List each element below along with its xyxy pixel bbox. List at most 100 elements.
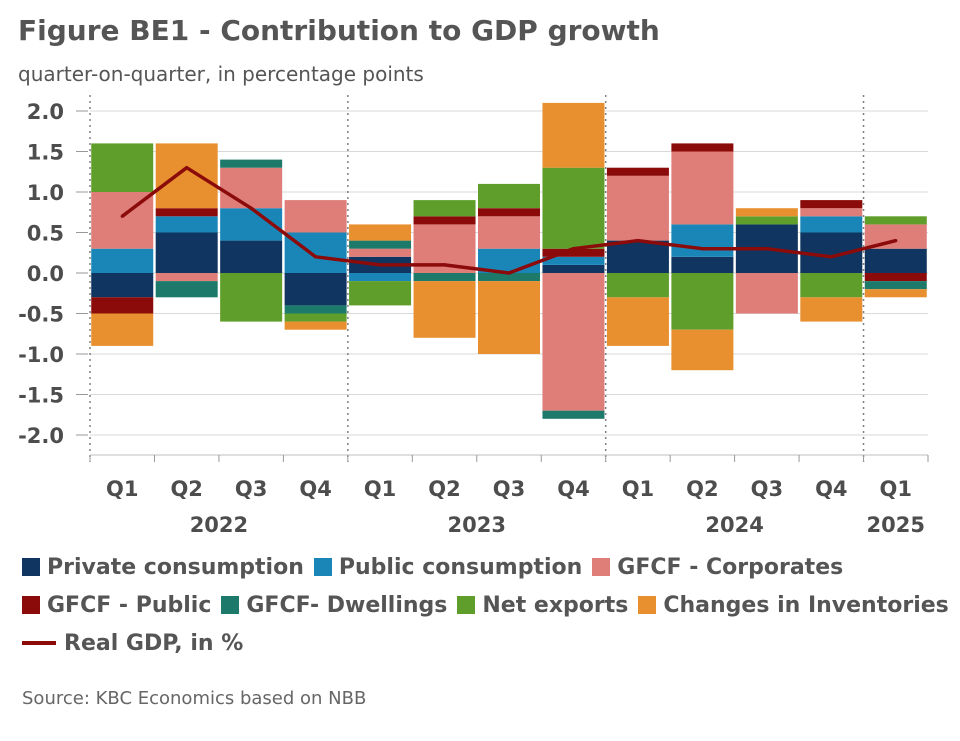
point-real-gdp — [249, 206, 253, 210]
legend-swatch-inventories — [638, 596, 657, 614]
bar-net_exports-0 — [91, 143, 154, 192]
bar-gfcf_public-7 — [542, 248, 605, 257]
point-real-gdp — [185, 166, 189, 170]
legend-item-gfcf-corporates: GFCF - Corporates — [592, 555, 843, 580]
y-tick-label: -2.0 — [18, 424, 64, 448]
x-tick-label: Q1 — [106, 477, 138, 501]
bar-gfcf_public-11 — [800, 200, 863, 209]
bar-inventories-3 — [284, 321, 347, 330]
legend-label-gfcf-corporates: GFCF - Corporates — [617, 554, 844, 580]
bar-private-3 — [284, 273, 347, 306]
bar-gfcf_public-6 — [478, 208, 540, 217]
bar-public-9 — [671, 224, 734, 257]
point-real-gdp — [894, 239, 898, 243]
point-real-gdp — [636, 239, 640, 243]
legend-swatch-public — [313, 558, 332, 576]
bar-inventories-10 — [735, 208, 798, 217]
bar-net_exports-11 — [800, 273, 863, 298]
legend-line-real-gdp — [22, 641, 56, 645]
year-label: 2024 — [705, 513, 763, 537]
legend-item-public: Public consumption — [313, 555, 582, 580]
bar-net_exports-7 — [542, 167, 605, 249]
legend-row-3: Real GDP, in % — [22, 624, 952, 662]
y-tick-label: 0.5 — [27, 222, 64, 246]
x-tick-label: Q2 — [428, 477, 460, 501]
legend-swatch-gfcf-dwellings — [221, 596, 240, 614]
source-note: Source: KBC Economics based on NBB — [22, 688, 367, 709]
bar-inventories-9 — [671, 329, 734, 371]
x-tick-label: Q2 — [170, 477, 202, 501]
bar-gfcf_corp-4 — [349, 248, 412, 257]
bar-private-8 — [606, 240, 669, 273]
legend-item-private: Private consumption — [22, 555, 304, 580]
bar-gfcf_dwell-6 — [478, 273, 540, 282]
bar-private-9 — [671, 256, 734, 273]
bar-inventories-7 — [542, 102, 605, 168]
x-tick-label: Q2 — [686, 477, 718, 501]
x-tick-label: Q3 — [493, 477, 525, 501]
bar-inventories-12 — [864, 289, 927, 298]
legend-label-private: Private consumption — [47, 554, 304, 580]
bar-private-12 — [864, 248, 927, 273]
x-tick-label: Q3 — [235, 477, 267, 501]
bar-inventories-4 — [349, 224, 412, 241]
legend-swatch-net-exports — [457, 596, 476, 614]
legend-label-net-exports: Net exports — [482, 592, 629, 618]
y-tick-label: 2.0 — [27, 100, 64, 124]
legend-item-gfcf-public: GFCF - Public — [22, 593, 211, 618]
legend-label-gfcf-dwellings: GFCF- Dwellings — [246, 592, 448, 618]
point-real-gdp — [378, 263, 382, 267]
bar-private-1 — [155, 232, 218, 273]
bar-gfcf_public-1 — [155, 208, 218, 217]
point-real-gdp — [765, 247, 769, 251]
bar-net_exports-9 — [671, 273, 734, 330]
bar-gfcf_dwell-2 — [220, 159, 283, 168]
bar-inventories-1 — [155, 143, 218, 209]
bar-public-0 — [91, 248, 154, 273]
year-label: 2025 — [867, 513, 925, 537]
legend-swatch-gfcf-corporates — [592, 558, 611, 576]
legend-item-real-gdp: Real GDP, in % — [22, 631, 243, 656]
bar-gfcf_dwell-5 — [413, 273, 476, 282]
point-real-gdp — [507, 271, 511, 275]
bar-gfcf_corp-2 — [220, 167, 283, 209]
bar-gfcf_corp-9 — [671, 151, 734, 225]
x-tick-label: Q4 — [299, 477, 331, 501]
bar-inventories-5 — [413, 281, 476, 338]
legend-row-2: GFCF - Public GFCF- Dwellings Net export… — [22, 586, 952, 624]
bar-gfcf_corp-8 — [606, 175, 669, 241]
bar-inventories-0 — [91, 313, 154, 346]
chart-legend: Private consumption Public consumption G… — [22, 548, 952, 662]
point-real-gdp — [829, 255, 833, 259]
y-tick-label: 1.5 — [27, 141, 64, 165]
bar-net_exports-4 — [349, 281, 412, 306]
point-real-gdp — [700, 247, 704, 251]
bar-net_exports-3 — [284, 313, 347, 322]
bar-gfcf_corp-6 — [478, 216, 540, 249]
x-tick-label: Q1 — [364, 477, 396, 501]
y-tick-label: -1.5 — [18, 384, 64, 408]
bar-net_exports-6 — [478, 183, 540, 209]
bar-public-7 — [542, 256, 605, 265]
bar-gfcf_dwell-7 — [542, 410, 605, 419]
legend-item-net-exports: Net exports — [457, 593, 628, 618]
bar-gfcf_corp-11 — [800, 208, 863, 217]
x-tick-label: Q3 — [751, 477, 783, 501]
legend-item-gfcf-dwellings: GFCF- Dwellings — [221, 593, 447, 618]
year-label: 2022 — [190, 513, 248, 537]
chart-area: 2.0 1.5 1.0 0.5 0.0 -0.5 -1.0 -1.5 -2.0 Q1 Q2 Q3 Q4 Q… — [18, 95, 929, 537]
legend-item-inventories: Changes in Inventories — [638, 592, 949, 618]
bar-inventories-6 — [478, 281, 540, 354]
bar-gfcf_public-9 — [671, 143, 734, 152]
bar-net_exports-10 — [735, 216, 798, 225]
legend-row-1: Private consumption Public consumption G… — [22, 548, 952, 586]
x-tick-label: Q1 — [622, 477, 654, 501]
y-tick-label: 0.0 — [27, 262, 64, 286]
point-real-gdp — [120, 214, 124, 218]
legend-label-inventories: Changes in Inventories — [663, 592, 949, 618]
bar-private-7 — [542, 264, 605, 273]
bar-public-11 — [800, 216, 863, 233]
chart-subtitle: quarter-on-quarter, in percentage points — [18, 62, 424, 86]
bar-net_exports-5 — [413, 200, 476, 217]
legend-label-real-gdp: Real GDP, in % — [64, 630, 244, 656]
